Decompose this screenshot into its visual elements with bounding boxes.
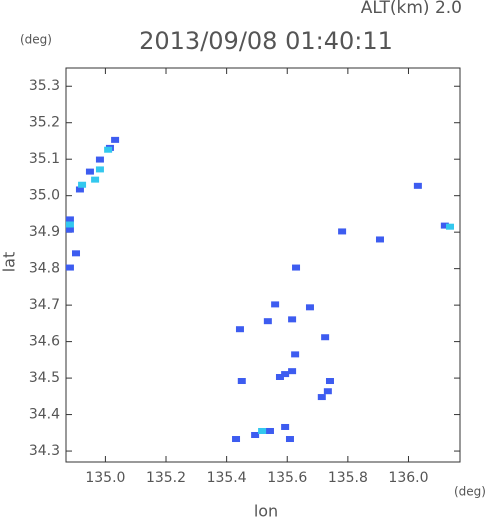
echo: [275, 373, 284, 380]
echo: [95, 166, 104, 173]
plot-frame: [65, 67, 461, 463]
echo: [251, 432, 260, 439]
y-tick-label: 34.9: [29, 224, 60, 240]
echo: [281, 371, 290, 378]
y-tick-label: 35.3: [29, 78, 60, 94]
y-tick-label: 34.7: [29, 297, 60, 313]
chart-title: 2013/09/08 01:40:11: [139, 27, 393, 55]
echo: [91, 176, 100, 183]
y-axis-label: lat: [0, 252, 19, 273]
echo: [65, 221, 74, 228]
echo: [72, 250, 81, 257]
y-tick-label: 34.3: [29, 443, 60, 459]
y-tick-label: 34.4: [29, 407, 60, 423]
x-tick-label: 136.0: [388, 470, 428, 486]
y-tick-label: 34.8: [29, 261, 60, 277]
echo: [65, 264, 74, 271]
y-tick-label: 35.2: [29, 115, 60, 131]
echo: [413, 182, 422, 189]
x-unit: (deg): [454, 485, 486, 499]
echo: [323, 388, 332, 395]
echo: [271, 301, 280, 308]
x-tick-label: 135.8: [328, 470, 368, 486]
x-tick-label: 135.0: [85, 470, 125, 486]
echo: [263, 318, 272, 325]
echo: [265, 427, 274, 434]
echo: [440, 222, 449, 229]
echo: [285, 436, 294, 443]
echo: [232, 436, 241, 443]
echo: [305, 304, 314, 311]
echo: [288, 368, 297, 375]
echo: [325, 378, 334, 385]
echo: [95, 156, 104, 163]
echo: [375, 236, 384, 243]
echo: [281, 423, 290, 430]
x-tick-label: 135.4: [207, 470, 247, 486]
echo: [292, 264, 301, 271]
altitude-label: ALT(km) 2.0: [361, 0, 462, 18]
echo: [111, 136, 120, 143]
echo: [65, 226, 74, 233]
x-axis-label: lon: [254, 502, 278, 521]
echo: [104, 146, 113, 153]
echo: [78, 181, 87, 188]
y-tick-label: 34.6: [29, 334, 60, 350]
y-tick-label: 35.0: [29, 188, 60, 204]
y-unit: (deg): [20, 33, 52, 47]
echo: [288, 316, 297, 323]
echo: [65, 216, 74, 223]
echo: [338, 228, 347, 235]
x-tick-label: 135.6: [267, 470, 307, 486]
echo: [321, 334, 330, 341]
echo: [75, 186, 84, 193]
echo: [258, 427, 267, 434]
echo: [317, 394, 326, 401]
echo: [235, 326, 244, 333]
y-tick-label: 35.1: [29, 151, 60, 167]
x-tick-label: 135.2: [146, 470, 186, 486]
echo: [85, 168, 94, 175]
y-tick-label: 34.5: [29, 370, 60, 386]
echo: [445, 223, 454, 230]
echo: [291, 351, 300, 358]
echo: [237, 378, 246, 385]
